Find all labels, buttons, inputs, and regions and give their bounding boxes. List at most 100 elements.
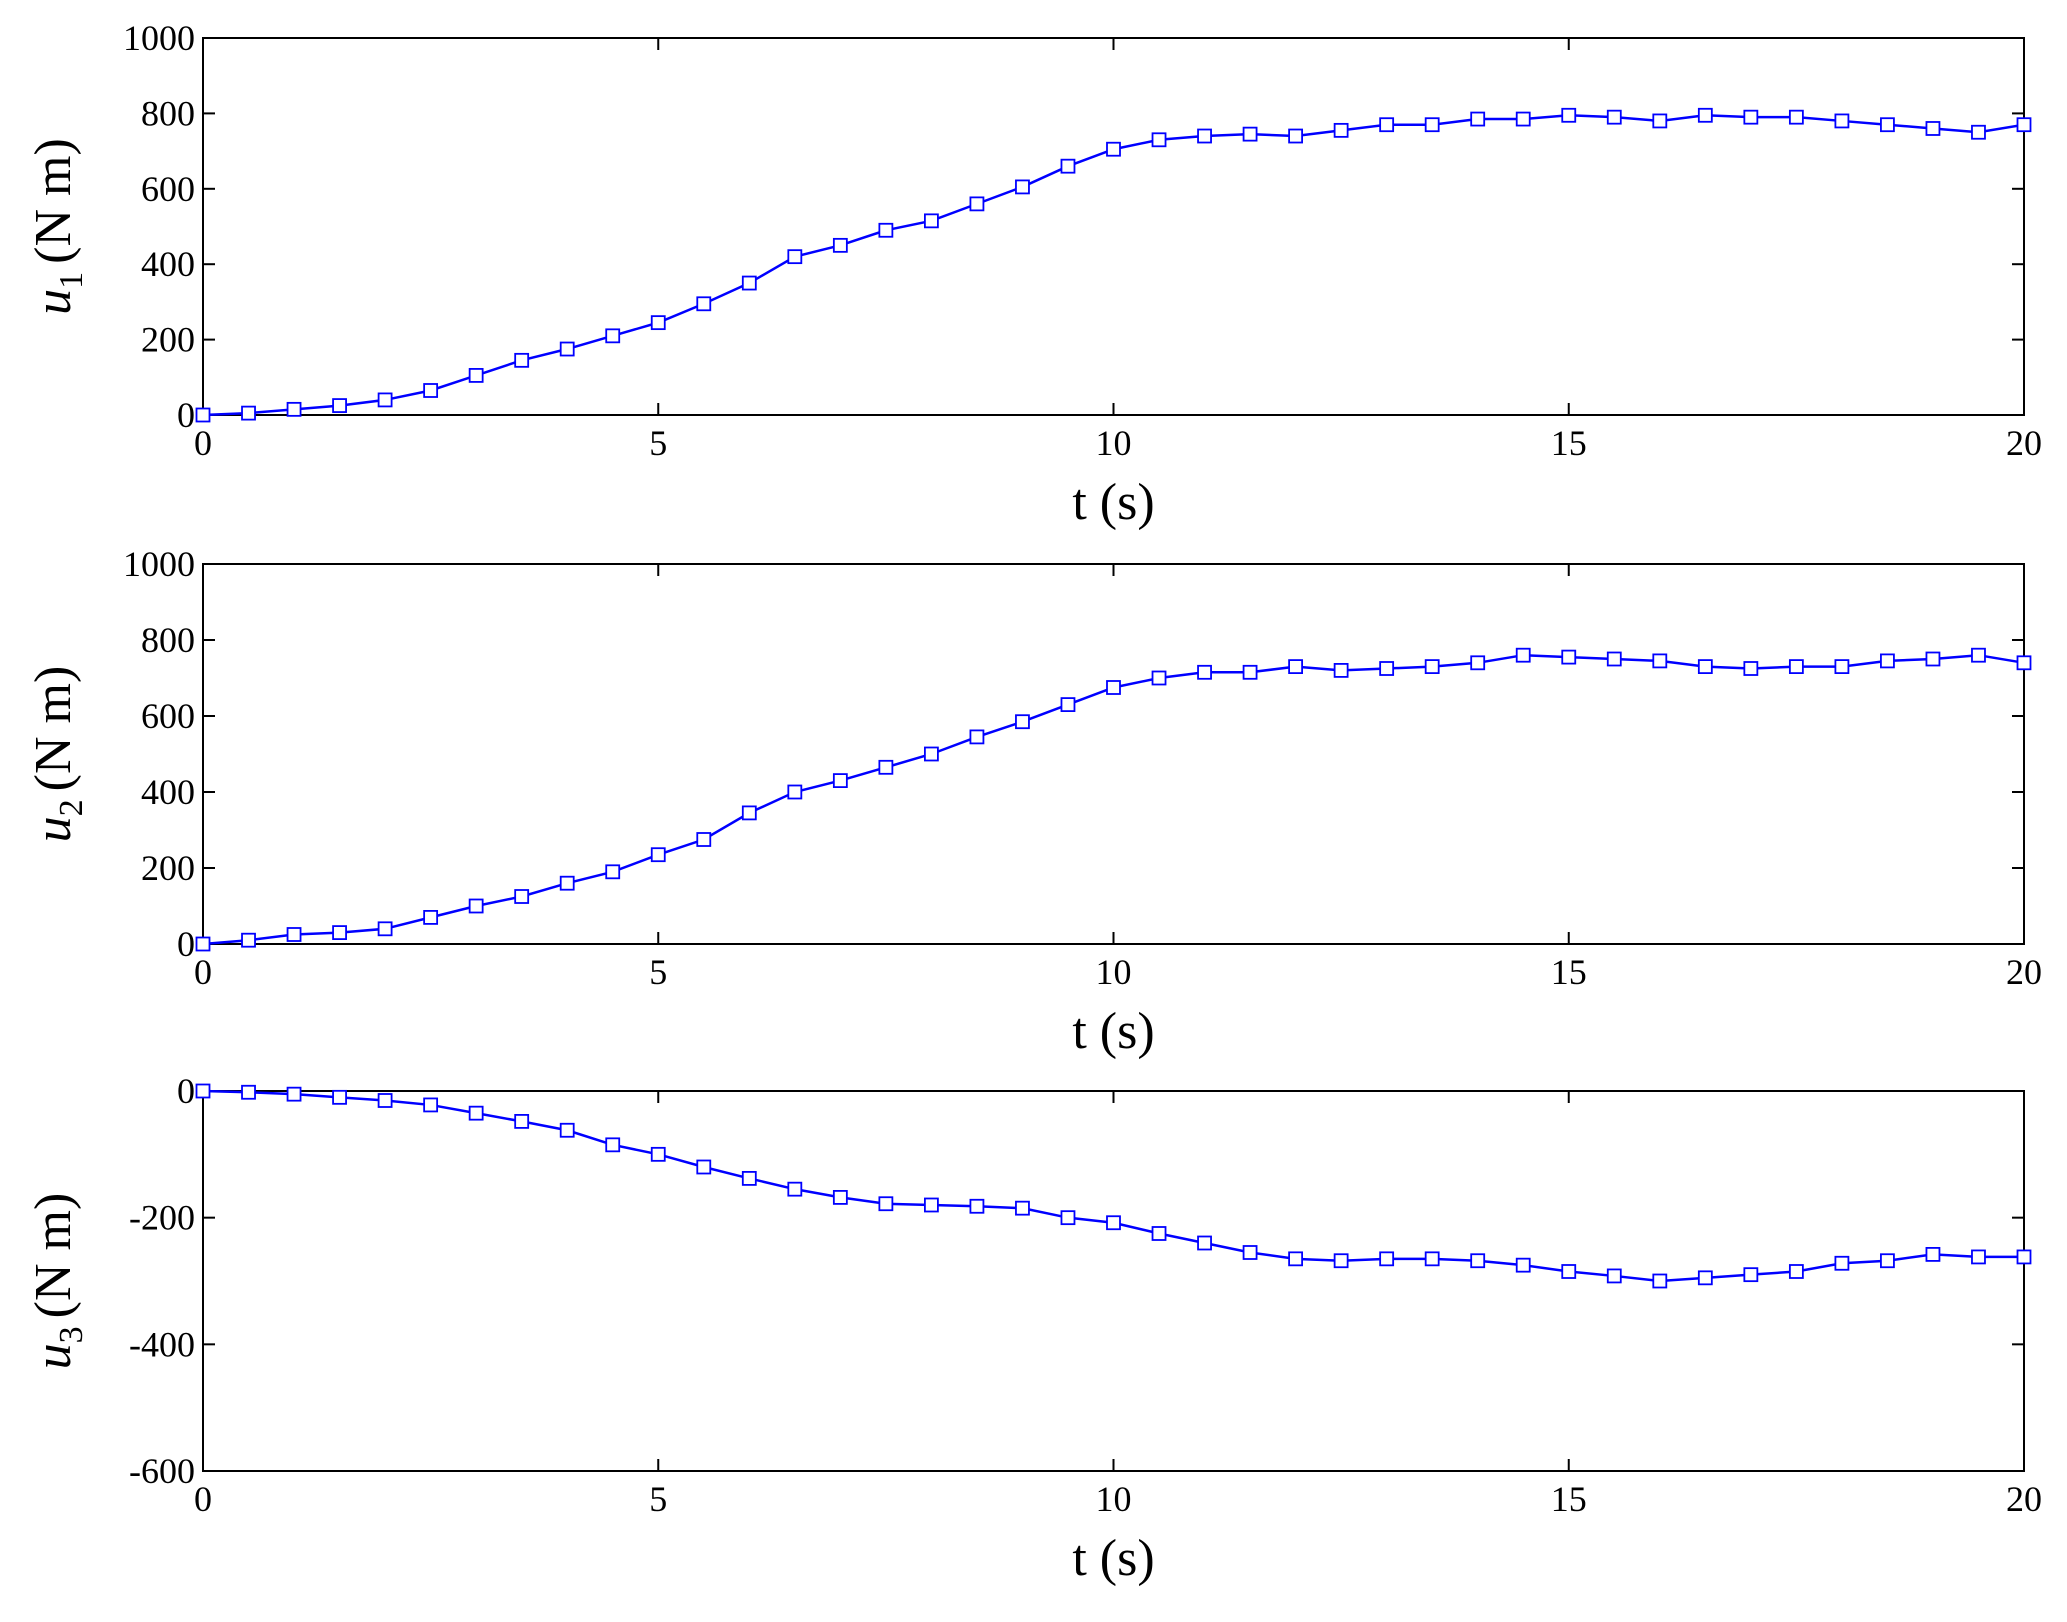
y-axis-label: u1 (N m) [25,138,90,315]
marker [1470,1253,1486,1269]
x-tick-label: 5 [649,1479,667,1519]
marker [1652,113,1668,129]
marker [1606,1268,1622,1284]
marker [1197,1235,1212,1251]
marker [1106,680,1121,695]
marker [1834,659,1850,674]
marker [1060,697,1076,712]
marker [1788,659,1804,674]
y-tick-label: -600 [129,1451,195,1491]
marker [924,1197,939,1213]
marker [1971,1249,1986,1265]
x-tick-label: 10 [1096,423,1132,463]
marker [1788,109,1804,125]
marker [1652,1273,1668,1289]
y-tick-label: 800 [141,93,195,133]
marker [1880,117,1895,133]
x-tick-label: 20 [2006,1479,2042,1519]
marker [605,1137,621,1153]
marker [2016,117,2032,133]
y-tick-label: 800 [141,620,195,660]
marker [832,1190,848,1205]
marker [1197,664,1212,680]
marker [1971,124,1986,140]
y-tick-label: 400 [141,244,195,284]
marker [377,1093,393,1108]
marker [423,383,439,398]
marker [1697,1270,1713,1286]
marker [1606,109,1622,125]
marker [1697,659,1713,674]
marker [1470,111,1486,127]
y-label-subscript: 1 [53,272,90,289]
marker [787,249,803,265]
x-tick-label: 0 [194,952,212,992]
marker [559,341,575,357]
y-label-symbol: u [25,1343,82,1369]
marker [1242,1245,1258,1260]
y-label-unit: (N m) [25,666,82,792]
marker [1834,1255,1850,1271]
marker [1242,664,1258,680]
y-tick-label: 0 [177,1071,195,1111]
plot-frame [202,37,2025,416]
marker [1925,1247,1941,1262]
y-tick-label: 0 [177,924,195,964]
marker [1379,661,1395,676]
marker [1151,132,1167,148]
marker [696,832,712,847]
y-tick-label: 200 [141,320,195,360]
marker [1424,117,1440,133]
marker [1015,179,1030,195]
y-label-unit: (N m) [25,138,82,264]
marker [514,889,530,904]
marker [1561,107,1577,123]
marker [832,773,848,788]
marker [1925,121,1941,136]
marker [1424,1251,1440,1267]
marker [696,1159,712,1175]
x-tick-label: 15 [1551,952,1587,992]
marker [1652,653,1668,669]
y-label-subscript: 2 [53,799,90,816]
y-tick-label: -200 [129,1198,195,1238]
x-tick-label: 0 [194,423,212,463]
marker [468,898,484,914]
marker [377,921,393,937]
y-tick-label: 200 [141,848,195,888]
y-label-symbol: u [25,816,82,842]
marker [332,398,347,413]
marker [423,910,439,925]
marker [514,1114,530,1129]
marker [1288,1251,1303,1267]
marker [559,875,575,891]
marker [878,222,894,238]
marker [1561,649,1577,665]
y-tick-label: 1000 [123,18,195,58]
marker [605,328,621,344]
marker [650,1146,666,1162]
marker [650,315,666,331]
marker [1151,1226,1167,1241]
marker [286,401,302,417]
marker [696,296,712,312]
x-tick-label: 10 [1096,1479,1132,1519]
marker [1379,1251,1395,1267]
marker [195,936,211,952]
marker [1743,661,1759,676]
y-tick-label: 0 [177,395,195,435]
marker [195,1083,211,1099]
marker [832,237,848,253]
marker [1880,1253,1895,1269]
marker [1288,659,1303,674]
marker [377,392,393,408]
marker [787,784,803,800]
y-tick-label: 600 [141,696,195,736]
marker [741,275,757,291]
y-label-unit: (N m) [25,1193,82,1319]
marker [1060,158,1076,174]
marker [1788,1264,1804,1279]
x-tick-label: 20 [2006,952,2042,992]
marker [924,746,939,762]
marker [1242,126,1258,142]
